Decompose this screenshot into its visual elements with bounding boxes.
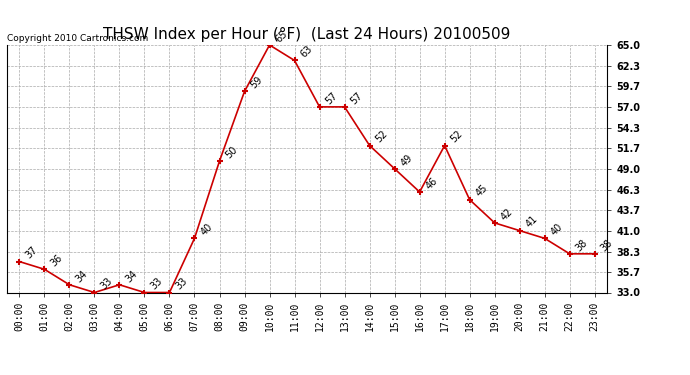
Text: 57: 57 (348, 90, 364, 106)
Text: 59: 59 (248, 75, 264, 91)
Text: 45: 45 (474, 183, 490, 199)
Text: 34: 34 (74, 268, 89, 284)
Text: 33: 33 (148, 276, 164, 292)
Text: 40: 40 (549, 222, 564, 238)
Text: 38: 38 (574, 237, 589, 253)
Text: 63: 63 (299, 44, 315, 60)
Text: 37: 37 (23, 245, 39, 261)
Text: 52: 52 (374, 129, 390, 145)
Text: 38: 38 (599, 237, 615, 253)
Text: 57: 57 (324, 90, 339, 106)
Text: 46: 46 (424, 176, 440, 191)
Text: 52: 52 (448, 129, 464, 145)
Text: 36: 36 (48, 253, 64, 268)
Text: Copyright 2010 Cartronics.com: Copyright 2010 Cartronics.com (7, 33, 148, 42)
Text: 49: 49 (399, 152, 415, 168)
Text: 33: 33 (174, 276, 189, 292)
Text: 33: 33 (99, 276, 115, 292)
Text: 65: 65 (274, 28, 290, 44)
Text: 40: 40 (199, 222, 215, 238)
Text: 34: 34 (124, 268, 139, 284)
Text: 41: 41 (524, 214, 540, 230)
Text: 42: 42 (499, 206, 515, 222)
Text: 50: 50 (224, 144, 239, 160)
Title: THSW Index per Hour (°F)  (Last 24 Hours) 20100509: THSW Index per Hour (°F) (Last 24 Hours)… (104, 27, 511, 42)
